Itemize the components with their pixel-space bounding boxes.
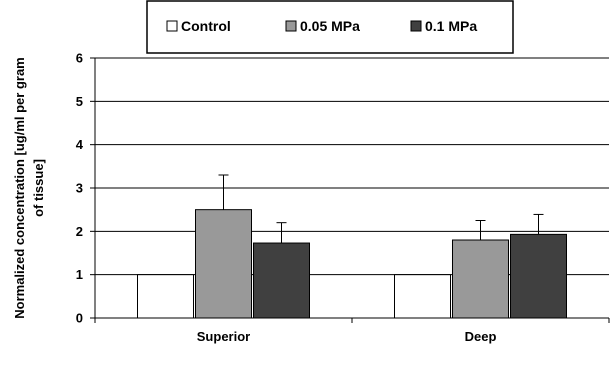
legend: Control 0.05 MPa 0.1 MPa [146, 0, 514, 54]
bar-deep-1 [452, 239, 509, 319]
x-tick-label-deep: Deep [465, 329, 497, 344]
y-tick-label-3: 3 [76, 181, 83, 196]
legend-label-01mpa: 0.1 MPa [425, 18, 477, 34]
bar-superior-1 [195, 209, 252, 319]
y-tick-label-5: 5 [76, 94, 83, 109]
y-axis-title: Normalized concentration [ug/ml per gram… [12, 57, 46, 319]
legend-frame [146, 0, 514, 54]
bars [137, 174, 567, 319]
y-tick-label-4: 4 [76, 137, 84, 152]
axes [90, 57, 610, 323]
tick-labels: 0 1 2 3 4 5 6 Superior Deep [76, 51, 497, 345]
legend-swatch-control [166, 20, 178, 32]
bar-deep-2 [510, 233, 567, 319]
legend-swatch-005mpa [285, 20, 297, 32]
bar-superior-0 [137, 274, 194, 319]
y-tick-label-2: 2 [76, 224, 83, 239]
y-tick-label-1: 1 [76, 267, 83, 282]
y-tick-label-0: 0 [76, 311, 83, 326]
bar-superior-2 [253, 242, 310, 319]
y-axis-title-line-2: of tissue] [31, 159, 46, 217]
legend-label-005mpa: 0.05 MPa [300, 18, 360, 34]
x-tick-label-superior: Superior [197, 329, 250, 344]
legend-label-control: Control [181, 18, 231, 34]
bar-deep-0 [394, 274, 451, 319]
legend-swatch-01mpa [410, 20, 422, 32]
y-axis-title-line-1: Normalized concentration [ug/ml per gram [12, 57, 27, 319]
y-tick-label-6: 6 [76, 51, 83, 66]
